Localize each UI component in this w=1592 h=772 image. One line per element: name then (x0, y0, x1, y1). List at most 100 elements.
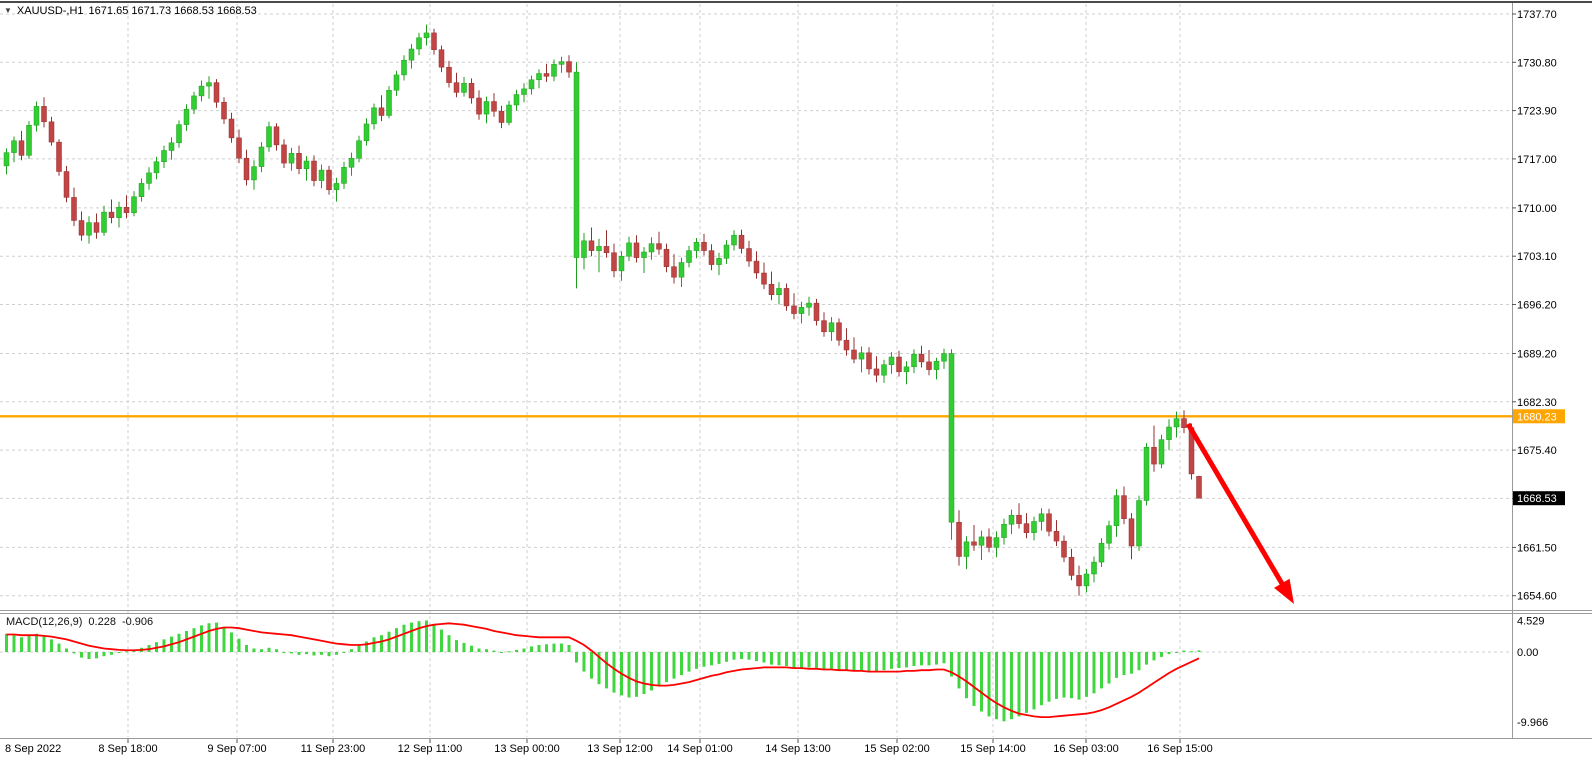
candle-body (371, 107, 377, 125)
time-tick-label: 15 Sep 02:00 (864, 743, 929, 755)
candle-body (401, 59, 407, 76)
symbol-timeframe-label: XAUUSD-,H1 (16, 5, 84, 17)
candle-body (1106, 525, 1112, 544)
macd-histogram-bar (230, 632, 233, 652)
candle-body (1128, 518, 1135, 547)
macd-histogram-bar (815, 652, 818, 669)
price-tick-label: 1682.30 (1517, 397, 1557, 409)
candle-body (41, 106, 47, 123)
macd-histogram-bar (12, 635, 16, 652)
macd-histogram-bar (342, 652, 346, 653)
time-tick-label: 13 Sep 00:00 (494, 743, 559, 755)
candle-body (618, 255, 625, 272)
macd-histogram-bar (702, 652, 706, 667)
macd-histogram-bar (537, 645, 541, 652)
macd-histogram-bar (905, 652, 908, 668)
time-tick-label: 11 Sep 23:00 (301, 743, 366, 755)
candle-body (806, 302, 812, 308)
candle-body (251, 166, 257, 181)
candle-body (798, 307, 805, 314)
macd-histogram-bar (237, 638, 241, 652)
macd-histogram-bar (912, 652, 916, 666)
macd-histogram-bar (42, 636, 46, 652)
candle-body (191, 95, 197, 110)
macd-histogram-bar (1062, 652, 1066, 698)
candle-body (581, 240, 587, 258)
chart-header: ▼ XAUUSD-,H1 1671.65 1671.73 1668.53 166… (4, 5, 257, 17)
macd-histogram-bar (125, 651, 128, 653)
macd-histogram-bar (245, 645, 248, 652)
macd-histogram-bar (432, 624, 436, 652)
candle-body (341, 167, 347, 184)
candle-body (911, 353, 917, 368)
macd-tick-label: 4.529 (1517, 615, 1545, 627)
macd-histogram-bar (290, 652, 293, 654)
macd-histogram-bar (417, 621, 421, 652)
macd-histogram-bar (1025, 652, 1028, 713)
candle-body (161, 150, 167, 162)
candle-body (716, 258, 722, 265)
candle-body (708, 250, 715, 265)
macd-histogram-bar (192, 628, 196, 652)
macd-histogram-bar (470, 645, 473, 652)
macd-histogram-bar (987, 652, 991, 717)
macd-histogram-bar (545, 644, 548, 652)
trend-arrow[interactable] (1185, 422, 1294, 604)
macd-histogram-bar (327, 652, 331, 657)
macd-main-value: 0.228 (88, 616, 116, 628)
macd-histogram-bar (395, 628, 398, 652)
candle-body (761, 272, 767, 285)
macd-histogram-bar (582, 652, 586, 672)
candle-body (266, 126, 272, 148)
candle-body (303, 160, 310, 169)
candle-body (153, 161, 160, 174)
candle-body (1083, 573, 1090, 587)
price-axis[interactable]: 1737.70 1730.80 1723.90 1717.00 1710.00 1703.… (1512, 9, 1557, 729)
candle-body (956, 521, 962, 557)
macd-histogram-bar (1040, 652, 1043, 706)
candle-body (866, 352, 872, 370)
candle-body (198, 85, 205, 97)
macd-histogram-bar (462, 642, 466, 652)
time-axis[interactable]: 8 Sep 2022 8 Sep 18:00 9 Sep 07:00 11 Sep 2… (5, 739, 1213, 755)
price-tags: 1680.23 1668.53 (1513, 409, 1565, 506)
candle-body (393, 74, 400, 91)
macd-histogram-bar (770, 652, 773, 665)
macd-signal-value: -0.906 (121, 616, 154, 628)
candle-body (11, 140, 17, 153)
candle-body (843, 339, 850, 351)
macd-histogram-bar (1182, 650, 1186, 652)
macd-histogram-bar (5, 633, 8, 652)
macd-histogram-bar (882, 652, 886, 671)
candle-body (183, 108, 190, 125)
candle-body (813, 302, 820, 321)
price-tick-label: 1661.50 (1517, 542, 1557, 554)
chevron-down-icon[interactable]: ▼ (4, 6, 12, 15)
macd-histogram-bar (995, 652, 998, 720)
macd-histogram-bar (1070, 652, 1073, 699)
macd-histogram-bar (1122, 652, 1126, 676)
macd-histogram-bar (447, 635, 451, 652)
candle-body (26, 125, 32, 156)
macd-histogram-bar (920, 652, 923, 666)
macd-histogram-bar (1152, 652, 1156, 661)
macd-histogram-bar (710, 652, 713, 666)
candle-body (701, 241, 707, 251)
candle-body (783, 288, 790, 307)
macd-histogram-bar (680, 652, 683, 676)
candle-body (228, 118, 235, 139)
candle-body (1196, 476, 1202, 499)
candle-body (236, 137, 242, 159)
macd-histogram-bar (860, 652, 863, 671)
candle-body (971, 541, 977, 546)
macd-histogram-bar (740, 652, 743, 659)
macd-histogram-bar (1077, 652, 1081, 700)
macd-histogram-bar (350, 649, 353, 652)
macd-histogram-bar (627, 652, 631, 698)
candle-body (33, 106, 40, 126)
candle-body (536, 73, 542, 81)
candle-body (1113, 495, 1120, 526)
macd-signal-line (6, 622, 1200, 718)
